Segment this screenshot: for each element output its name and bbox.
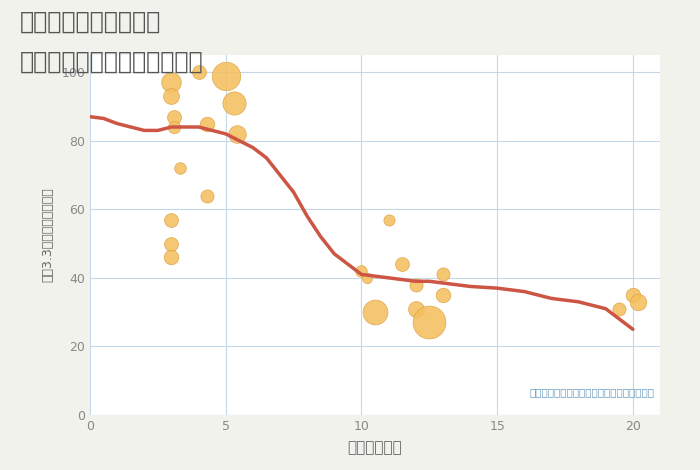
Point <box>231 130 242 138</box>
X-axis label: 駅距離（分）: 駅距離（分） <box>348 440 402 455</box>
Point <box>166 78 177 86</box>
Text: 駅距離別中古マンション価格: 駅距離別中古マンション価格 <box>20 50 204 74</box>
Point <box>201 192 212 199</box>
Point <box>220 72 231 79</box>
Point <box>228 99 239 107</box>
Text: 埼玉県幸手市円藤内の: 埼玉県幸手市円藤内の <box>20 10 161 34</box>
Point <box>169 113 180 120</box>
Text: 円の大きさは、取引のあった物件面積を示す: 円の大きさは、取引のあった物件面積を示す <box>529 387 655 397</box>
Point <box>438 271 449 278</box>
Point <box>166 253 177 261</box>
Point <box>174 164 186 172</box>
Point <box>166 216 177 223</box>
Point <box>396 260 407 268</box>
Point <box>424 319 435 326</box>
Point <box>614 305 625 313</box>
Point <box>169 123 180 131</box>
Point <box>410 281 421 289</box>
Point <box>166 93 177 100</box>
Point <box>627 291 638 299</box>
Point <box>356 267 367 275</box>
Point <box>370 308 381 316</box>
Point <box>410 305 421 313</box>
Point <box>193 68 204 76</box>
Y-axis label: 坪（3.3㎡）単価（万円）: 坪（3.3㎡）単価（万円） <box>41 188 55 282</box>
Point <box>361 274 372 282</box>
Point <box>201 120 212 127</box>
Point <box>438 291 449 299</box>
Point <box>383 216 394 223</box>
Point <box>633 298 644 306</box>
Point <box>166 240 177 247</box>
